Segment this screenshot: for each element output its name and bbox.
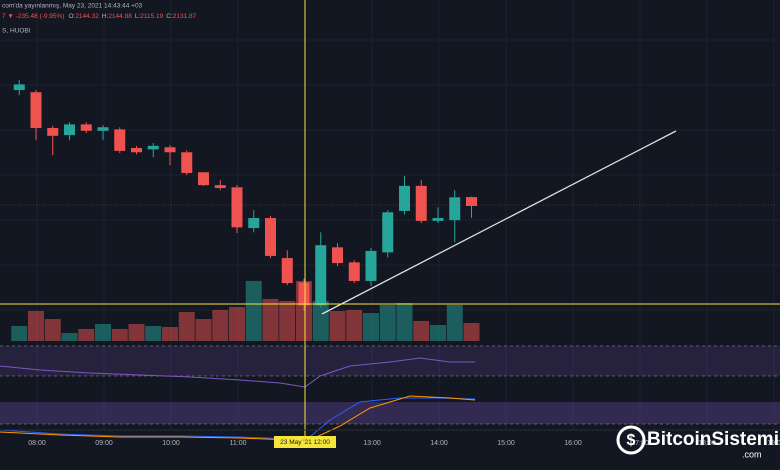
candle-body bbox=[466, 197, 477, 206]
candle-body bbox=[231, 187, 243, 228]
header-field: 2144.32 bbox=[75, 13, 99, 20]
watermark-icon bbox=[616, 425, 646, 455]
candle-body bbox=[449, 197, 461, 221]
volume-bar bbox=[363, 313, 379, 341]
header-ohlc-label: H: bbox=[102, 13, 109, 20]
volume-bar bbox=[446, 305, 463, 341]
candle-body bbox=[265, 218, 276, 256]
volume-bar bbox=[279, 301, 296, 341]
header-ohlc-label: L: bbox=[135, 13, 141, 20]
header-ohlc-label: C: bbox=[166, 13, 173, 20]
candle-body bbox=[181, 152, 193, 174]
volume-bar bbox=[61, 333, 78, 341]
candle-body bbox=[164, 147, 176, 153]
volume-bar bbox=[78, 329, 95, 341]
volume-bar bbox=[44, 319, 61, 341]
watermark: $ BitcoinSistemi .com bbox=[616, 425, 779, 459]
volume-bar bbox=[229, 307, 245, 341]
candle-body bbox=[298, 282, 310, 306]
volume-bar bbox=[178, 312, 195, 341]
header-ohlc-label: O: bbox=[68, 13, 75, 20]
time-label: 15:00 bbox=[497, 440, 515, 447]
candle-body bbox=[315, 245, 327, 306]
candle-body bbox=[64, 124, 75, 136]
volume-bar bbox=[262, 299, 279, 341]
candle-body bbox=[13, 84, 25, 91]
volume-bar bbox=[413, 321, 430, 341]
rsi-line bbox=[0, 357, 475, 388]
candle-body bbox=[382, 212, 394, 253]
volume-bar bbox=[430, 325, 446, 341]
time-label: 14:00 bbox=[430, 440, 448, 447]
volume-bar bbox=[111, 329, 128, 341]
candle-body bbox=[332, 247, 343, 264]
header-line1: com'da yayınlanmış, May 23, 2021 14:43:4… bbox=[2, 3, 143, 10]
candle-body bbox=[80, 124, 92, 131]
rsi-band bbox=[0, 346, 780, 376]
header-line2: 7 ▼ -235.48 (-9.95%) O:2144.32 H:2144.88 L:… bbox=[2, 13, 197, 20]
volume-bar bbox=[396, 303, 413, 341]
candle-body bbox=[97, 127, 109, 131]
header-field: 2115.19 bbox=[140, 13, 163, 20]
time-label: 10:00 bbox=[162, 440, 180, 447]
volume-bar bbox=[11, 326, 28, 341]
candle-body bbox=[399, 185, 410, 211]
volume-bar bbox=[379, 305, 396, 341]
volume-bar bbox=[245, 281, 262, 341]
price-pane bbox=[13, 80, 477, 311]
time-label: 19:0 bbox=[767, 440, 780, 447]
volume-bar bbox=[128, 324, 145, 341]
header-field: 2131.87 bbox=[173, 13, 197, 20]
candle-body bbox=[47, 127, 59, 136]
time-label: 16:00 bbox=[564, 440, 582, 447]
time-label: 18:00 bbox=[698, 440, 716, 447]
volume-bar bbox=[212, 310, 229, 341]
volume-bar bbox=[195, 319, 212, 341]
header-field: 7 ▼ -235.48 (-9.95%) bbox=[2, 13, 64, 20]
candle-body bbox=[248, 218, 260, 229]
volume-bar bbox=[95, 324, 111, 341]
volume-bar bbox=[162, 327, 178, 341]
volume-bar bbox=[145, 326, 162, 341]
candle-body bbox=[214, 185, 226, 189]
candle-body bbox=[30, 92, 42, 128]
crosshair-label-bg bbox=[274, 436, 336, 448]
header-line3: S, HUOBI bbox=[2, 28, 31, 35]
candle-body bbox=[281, 258, 293, 284]
time-label: 09:00 bbox=[95, 440, 113, 447]
time-label: 17:00 bbox=[631, 440, 649, 447]
time-label: 13:00 bbox=[363, 440, 381, 447]
watermark-name: BitcoinSistemi bbox=[647, 429, 779, 450]
candle-body bbox=[131, 147, 142, 153]
watermark-domain: .com bbox=[742, 449, 762, 459]
time-label: 11:00 bbox=[230, 440, 247, 447]
volume-bar bbox=[329, 311, 346, 341]
watermark-icon-glyph: $ bbox=[627, 432, 636, 449]
candle-body bbox=[348, 262, 360, 281]
candle-body bbox=[415, 185, 427, 221]
volume-bar bbox=[346, 310, 363, 341]
time-label: 08:00 bbox=[28, 440, 46, 447]
volume-bar bbox=[28, 311, 44, 341]
volume-bar bbox=[463, 323, 480, 341]
stoch-band bbox=[0, 402, 780, 424]
trend-line bbox=[321, 130, 677, 315]
candle-body bbox=[365, 250, 377, 281]
volume-bar bbox=[312, 301, 329, 341]
candle-body bbox=[198, 172, 209, 186]
crosshair-label: 23 May '21 12:00 bbox=[280, 439, 330, 446]
candle-body bbox=[114, 129, 126, 151]
candle-body bbox=[432, 218, 444, 221]
volume-pane bbox=[11, 281, 480, 341]
header-field: 2144.88 bbox=[108, 13, 132, 20]
candle-body bbox=[147, 145, 159, 150]
